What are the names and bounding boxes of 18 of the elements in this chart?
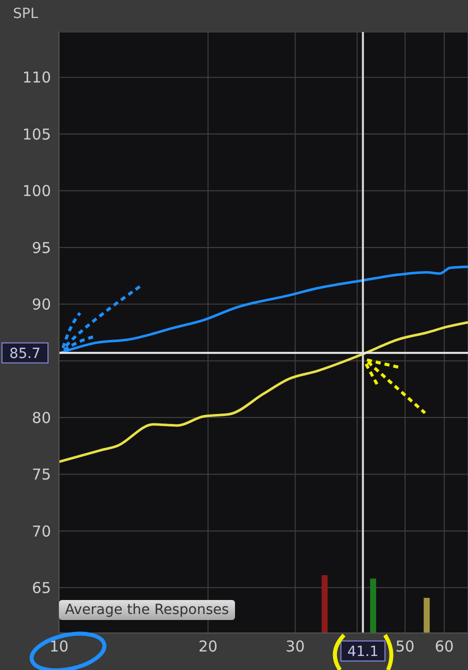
button: Average the Responses (59, 600, 235, 620)
ref-line-label: 41.1 (347, 644, 379, 660)
y-tick-label: 110 (22, 68, 51, 87)
x-tick-label: 60 (434, 638, 454, 656)
y-tick-label: 100 (22, 182, 51, 200)
y-tick-label: 80 (32, 408, 51, 427)
y-tick-label: 95 (32, 238, 51, 257)
x-tick-label: 10 (49, 638, 69, 656)
x-tick-label: 20 (198, 638, 218, 656)
y-tick-label: 75 (32, 466, 51, 484)
x-tick-label: 30 (286, 638, 305, 656)
y-tick-label: 70 (32, 522, 51, 540)
x-tick-label: 50 (396, 638, 415, 656)
y-tick-label: 105 (22, 125, 51, 144)
y-tick-label: 65 (32, 578, 51, 597)
ref-line-label: 85.7 (9, 346, 41, 362)
y-axis-title: SPL (13, 6, 38, 22)
y-tick-label: 90 (32, 295, 51, 314)
